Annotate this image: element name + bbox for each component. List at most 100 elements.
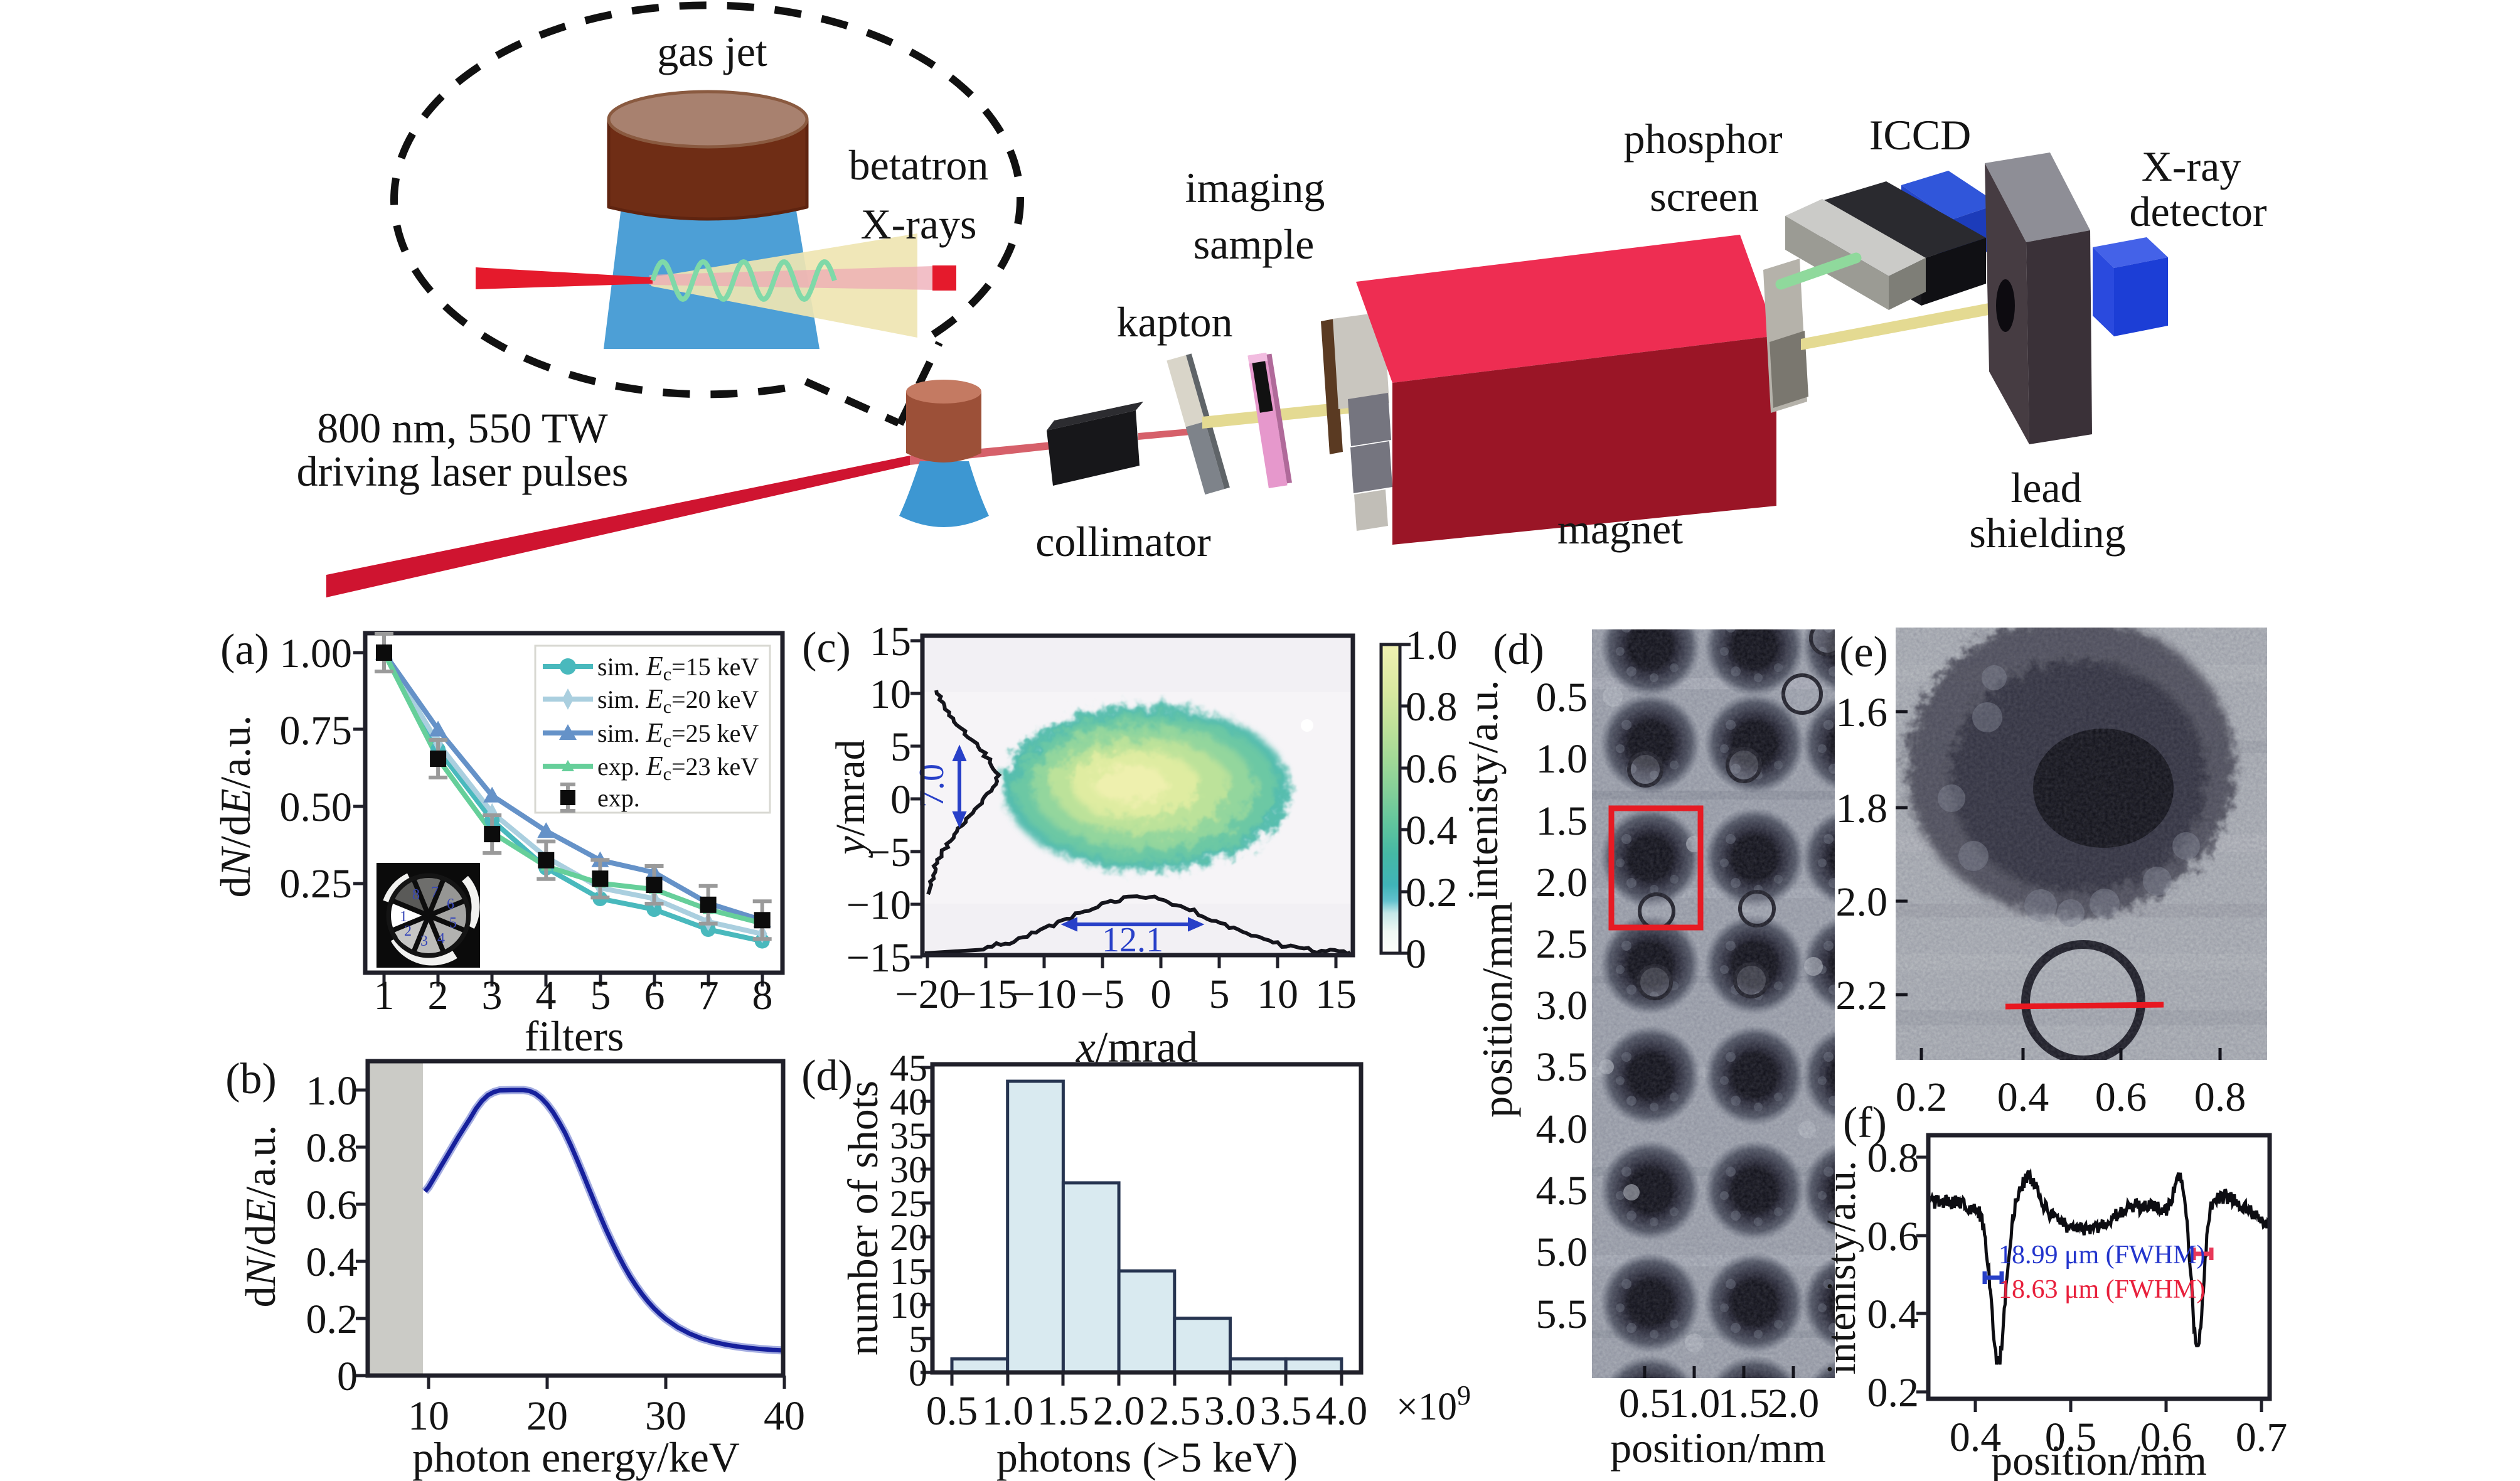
svg-text:0.75: 0.75 xyxy=(280,708,353,754)
svg-text:1.5: 1.5 xyxy=(1718,1381,1770,1426)
svg-text:driving laser pulses: driving laser pulses xyxy=(297,447,629,495)
svg-text:2: 2 xyxy=(428,973,449,1019)
svg-text:2.0: 2.0 xyxy=(1536,860,1588,906)
svg-text:30: 30 xyxy=(645,1393,686,1439)
svg-text:2.5: 2.5 xyxy=(1149,1388,1201,1434)
svg-text:photon energy/keV: photon energy/keV xyxy=(412,1433,740,1481)
svg-text:dN/dE/a.u.: dN/dE/a.u. xyxy=(237,1125,284,1308)
svg-text:0.4: 0.4 xyxy=(1950,1414,2002,1460)
svg-text:40: 40 xyxy=(890,1081,927,1123)
svg-text:3.0: 3.0 xyxy=(1536,983,1588,1029)
svg-text:15: 15 xyxy=(1315,971,1357,1017)
svg-text:filters: filters xyxy=(525,1012,624,1060)
svg-text:0.5: 0.5 xyxy=(926,1388,978,1434)
svg-text:3.5: 3.5 xyxy=(1536,1044,1588,1090)
svg-text:5.0: 5.0 xyxy=(1536,1229,1588,1275)
svg-text:35: 35 xyxy=(890,1115,927,1157)
svg-text:detector: detector xyxy=(2130,188,2267,235)
svg-text:5: 5 xyxy=(590,973,611,1019)
svg-text:0.2: 0.2 xyxy=(1867,1370,1919,1416)
svg-text:1.0: 1.0 xyxy=(1406,623,1458,668)
svg-text:−10: −10 xyxy=(846,882,911,928)
svg-text:0.6: 0.6 xyxy=(2095,1074,2147,1120)
svg-text:3: 3 xyxy=(482,973,503,1019)
svg-text:X-ray: X-ray xyxy=(2142,142,2241,190)
svg-text:lead: lead xyxy=(2010,464,2081,511)
svg-text:0.8: 0.8 xyxy=(306,1125,358,1171)
svg-text:40: 40 xyxy=(764,1393,805,1439)
svg-text:imaging: imaging xyxy=(1185,164,1325,211)
svg-text:shielding: shielding xyxy=(1969,509,2125,557)
svg-text:1: 1 xyxy=(374,973,395,1019)
svg-text:800 nm, 550 TW: 800 nm, 550 TW xyxy=(317,404,608,452)
svg-text:1.0: 1.0 xyxy=(982,1388,1034,1434)
svg-text:1.0: 1.0 xyxy=(1536,736,1588,782)
svg-text:45: 45 xyxy=(890,1047,927,1089)
svg-text:4.0: 4.0 xyxy=(1316,1388,1368,1434)
svg-text:position/mm: position/mm xyxy=(1610,1424,1826,1472)
svg-text:7.0: 7.0 xyxy=(912,764,951,808)
svg-text:20: 20 xyxy=(890,1217,927,1258)
svg-text:position/mm: position/mm xyxy=(1473,902,1521,1118)
svg-text:8: 8 xyxy=(412,887,420,903)
svg-text:1.5: 1.5 xyxy=(1037,1388,1089,1434)
svg-text:3.5: 3.5 xyxy=(1260,1388,1312,1434)
svg-text:gas jet: gas jet xyxy=(657,28,767,75)
svg-text:8: 8 xyxy=(752,973,773,1019)
svg-text:0: 0 xyxy=(909,1352,927,1394)
svg-text:0.6: 0.6 xyxy=(306,1182,358,1228)
svg-text:(c): (c) xyxy=(802,624,851,672)
svg-text:number of shots: number of shots xyxy=(839,1081,887,1355)
svg-text:10: 10 xyxy=(870,671,911,717)
svg-text:0.4: 0.4 xyxy=(1997,1074,2049,1120)
svg-text:exp. Ec=23 keV: exp. Ec=23 keV xyxy=(597,751,759,784)
svg-text:×109: ×109 xyxy=(1396,1380,1471,1428)
svg-text:0.5: 0.5 xyxy=(1619,1381,1671,1426)
svg-text:15: 15 xyxy=(870,619,911,665)
svg-text:7: 7 xyxy=(698,973,719,1019)
svg-text:5: 5 xyxy=(1209,971,1230,1017)
svg-text:5.5: 5.5 xyxy=(1536,1291,1588,1337)
svg-text:4.5: 4.5 xyxy=(1536,1168,1588,1214)
svg-text:−15: −15 xyxy=(846,935,911,981)
svg-text:4.0: 4.0 xyxy=(1536,1106,1588,1152)
svg-text:0: 0 xyxy=(1151,971,1172,1017)
svg-text:10: 10 xyxy=(1257,971,1298,1017)
svg-text:0.8: 0.8 xyxy=(1406,684,1458,730)
svg-text:2.2: 2.2 xyxy=(1836,973,1888,1019)
svg-text:(d): (d) xyxy=(1493,626,1544,674)
svg-text:6: 6 xyxy=(447,896,454,912)
svg-text:kapton: kapton xyxy=(1116,298,1232,346)
svg-text:1.00: 1.00 xyxy=(280,631,353,676)
svg-text:6: 6 xyxy=(644,973,665,1019)
svg-text:intenisty/a.u.: intenisty/a.u. xyxy=(1818,1161,1864,1375)
svg-text:sample: sample xyxy=(1193,220,1315,268)
svg-text:20: 20 xyxy=(526,1393,568,1439)
svg-text:intenisty/a.u.: intenisty/a.u. xyxy=(1459,680,1507,900)
svg-text:−10: −10 xyxy=(1012,971,1076,1017)
svg-text:(d): (d) xyxy=(801,1052,853,1100)
svg-text:10: 10 xyxy=(408,1393,449,1439)
svg-text:ICCD: ICCD xyxy=(1869,111,1971,159)
svg-text:position/mm: position/mm xyxy=(1991,1436,2207,1481)
svg-text:screen: screen xyxy=(1650,173,1759,220)
svg-text:sim. Ec=15 keV: sim. Ec=15 keV xyxy=(597,651,759,685)
svg-text:exp.: exp. xyxy=(597,784,640,812)
svg-text:7: 7 xyxy=(431,884,439,901)
svg-text:18.63 μm (FWHM): 18.63 μm (FWHM) xyxy=(1999,1275,2205,1304)
svg-text:0.25: 0.25 xyxy=(280,861,353,907)
svg-text:1: 1 xyxy=(400,909,407,925)
svg-text:3: 3 xyxy=(420,933,428,949)
svg-text:1.0: 1.0 xyxy=(306,1068,358,1114)
svg-text:0.8: 0.8 xyxy=(1867,1135,1919,1181)
svg-text:4: 4 xyxy=(437,931,445,947)
svg-text:2: 2 xyxy=(404,923,412,939)
svg-text:−5: −5 xyxy=(867,830,911,875)
svg-text:4: 4 xyxy=(536,973,557,1019)
svg-text:sim. Ec=20 keV: sim. Ec=20 keV xyxy=(597,683,759,717)
svg-text:1.5: 1.5 xyxy=(1536,798,1588,844)
svg-text:0: 0 xyxy=(890,777,911,823)
svg-text:1.0: 1.0 xyxy=(1668,1381,1721,1426)
svg-text:(e): (e) xyxy=(1839,628,1888,676)
svg-text:30: 30 xyxy=(890,1149,927,1190)
